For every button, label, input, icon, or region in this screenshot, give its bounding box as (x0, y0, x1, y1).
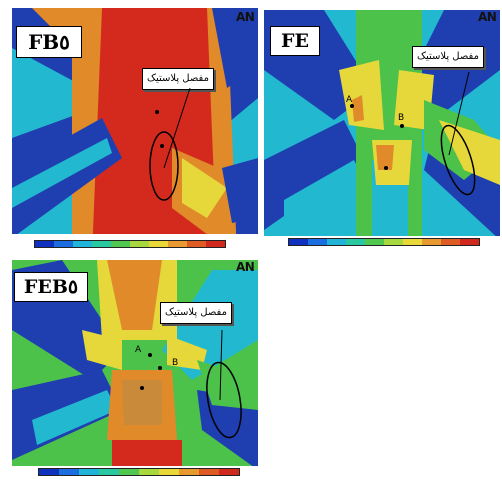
panel-label: FE (270, 26, 320, 56)
plastic-hinge-callout: مفصل پلاستیک (412, 46, 484, 68)
legend-swatch (187, 241, 206, 247)
legend-swatch (111, 241, 130, 247)
legend-swatch (403, 239, 422, 245)
legend-swatch (199, 469, 219, 475)
panel-label: FEB٥ (14, 272, 88, 302)
legend-swatch (327, 239, 346, 245)
panel-fe: FE مفصل پلاستیک A B AN (264, 10, 500, 260)
legend-swatch (168, 241, 187, 247)
legend-swatch (139, 469, 159, 475)
point-label-a: A (346, 95, 353, 105)
hinge-marker: A B (346, 71, 476, 196)
legend-swatch (346, 239, 365, 245)
stress-contour-fe (264, 10, 500, 260)
legend-swatch (384, 239, 403, 245)
legend-swatch (219, 469, 239, 475)
panel-feb5: FEB٥ مفصل پلاستیک A B AN (12, 260, 258, 480)
legend-swatch (73, 241, 92, 247)
legend-swatch (119, 469, 139, 475)
ansys-logo: AN (236, 260, 255, 274)
legend-swatch (365, 239, 384, 245)
legend-swatch (289, 239, 308, 245)
point-label-a: A (135, 345, 142, 355)
plastic-hinge-callout: مفصل پلاستیک (160, 302, 232, 324)
point-label-b: B (398, 113, 404, 123)
legend-swatch (130, 241, 149, 247)
legend-swatch (460, 239, 479, 245)
hinge-marker: A B (135, 329, 242, 439)
legend-swatch (99, 469, 119, 475)
legend-swatch (206, 241, 225, 247)
legend-swatch (149, 241, 168, 247)
legend-swatch (35, 241, 54, 247)
plastic-hinge-callout: مفصل پلاستیک (142, 68, 214, 90)
panel-fb5: FB٥ مفصل پلاستیک AN (12, 8, 258, 256)
panel-label: FB٥ (16, 26, 82, 58)
point-label-b: B (172, 358, 178, 368)
ansys-logo: AN (478, 10, 497, 24)
legend-swatch (59, 469, 79, 475)
color-legend (38, 468, 240, 476)
legend-swatch (179, 469, 199, 475)
legend-swatch (159, 469, 179, 475)
legend-swatch (54, 241, 73, 247)
legend-swatch (39, 469, 59, 475)
ansys-logo: AN (236, 10, 255, 24)
hinge-marker (149, 87, 191, 201)
legend-swatch (92, 241, 111, 247)
legend-swatch (422, 239, 441, 245)
legend-swatch (79, 469, 99, 475)
color-legend (34, 240, 226, 248)
legend-swatch (308, 239, 327, 245)
color-legend (288, 238, 480, 246)
legend-swatch (441, 239, 460, 245)
